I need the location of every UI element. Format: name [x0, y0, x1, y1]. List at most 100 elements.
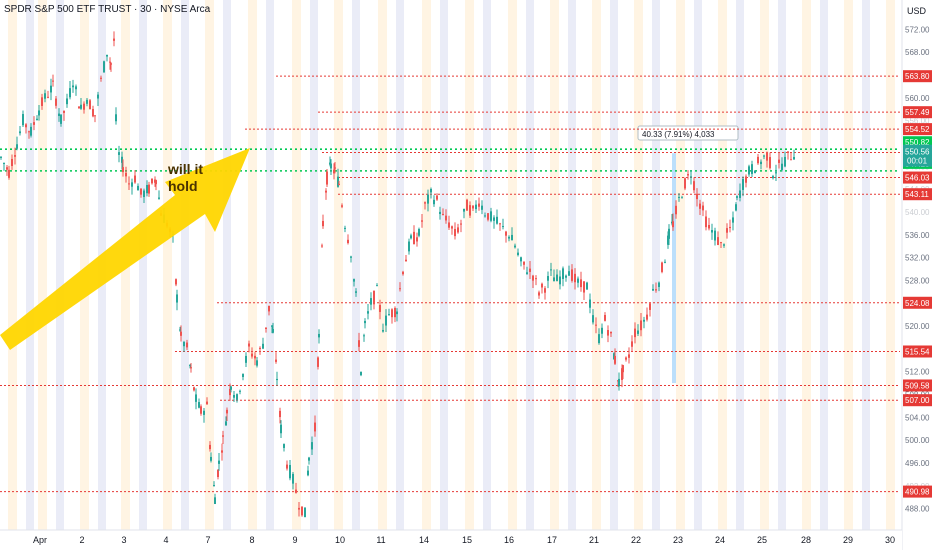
candle-body [304, 507, 306, 518]
candle-body [574, 273, 576, 283]
level-tag-bg [903, 123, 932, 136]
candle-body [526, 272, 528, 274]
green-price-tag-value: 550.82 [905, 138, 930, 147]
level-tag-bg [903, 379, 932, 392]
level-tag-bg [903, 106, 932, 119]
candle-body [214, 497, 216, 505]
session-pre-band [465, 0, 474, 530]
candle-body [72, 85, 74, 88]
session-post-band [694, 0, 702, 530]
candle-body [784, 156, 786, 167]
level-tag-bg [903, 70, 932, 83]
candle-body [217, 469, 219, 477]
session-pre-band [38, 0, 47, 530]
support-resistance-levels [0, 75, 900, 493]
measure-label: 40.33 (7.91%) 4,033 [642, 130, 715, 139]
candle-body [189, 365, 191, 367]
candle-body [115, 114, 117, 122]
candle-body [646, 314, 648, 320]
candle-body [333, 169, 335, 174]
candle-body [583, 281, 585, 293]
candle-body [75, 86, 77, 90]
candle-body [226, 409, 228, 414]
x-tick-label: 4 [163, 535, 168, 545]
x-tick-label: 7 [205, 535, 210, 545]
candle-body [433, 199, 435, 205]
candle-body [94, 115, 96, 117]
candle-body [618, 378, 620, 387]
x-tick-label: 3 [121, 535, 126, 545]
candle-body [280, 424, 282, 434]
candle-body [69, 88, 71, 98]
candle-body [146, 184, 148, 194]
candle-body [118, 152, 120, 155]
candle-body [757, 156, 759, 164]
candle-body [44, 93, 46, 99]
candle-body [3, 163, 5, 165]
candle-body [382, 329, 384, 332]
candle-body [442, 213, 444, 215]
candle-body [341, 205, 343, 207]
level-tag: 524.08 [903, 296, 932, 309]
x-tick-label: 30 [885, 535, 895, 545]
candle-body [128, 183, 130, 185]
candle-body [523, 261, 525, 265]
candle-body [751, 164, 753, 174]
candle-body [699, 203, 701, 209]
green-price-tag-bg [903, 136, 932, 148]
candle-body [547, 276, 549, 281]
session-post-band [778, 0, 786, 530]
candle-body [292, 473, 294, 484]
candle-body [399, 288, 401, 290]
level-tag-value: 507.00 [905, 396, 930, 405]
current-price-value: 550.56 [905, 148, 930, 157]
y-tick-label: 520.00 [905, 322, 930, 331]
session-post-band [483, 0, 491, 530]
candle-body [687, 174, 689, 176]
candle-body [308, 457, 310, 461]
candle-body [16, 144, 18, 149]
candle-body [259, 347, 261, 350]
candle-body [326, 171, 328, 185]
session-post-band [56, 0, 64, 530]
session-post-band [26, 0, 34, 530]
candle-body [245, 355, 247, 363]
level-tag-value: 557.49 [905, 108, 930, 117]
candle-body [760, 161, 762, 165]
candle-body [176, 294, 178, 303]
candle-body [338, 183, 340, 185]
candle-body [781, 163, 783, 170]
candle-body [97, 94, 99, 99]
candle-body [373, 290, 375, 305]
candle-body [222, 435, 224, 437]
candle-body [271, 325, 273, 327]
y-tick-label: 568.00 [905, 48, 930, 57]
candle-body [262, 343, 264, 349]
candle-body [289, 464, 291, 479]
candle-body [198, 402, 200, 408]
candle-body [358, 340, 360, 347]
x-tick-label: 21 [589, 535, 599, 545]
candle-body [140, 188, 142, 195]
candle-body [577, 278, 579, 283]
candle-body [556, 274, 558, 281]
candle-body [535, 278, 537, 280]
candle-body [158, 197, 160, 199]
candle-body [203, 410, 205, 415]
x-tick-label: 9 [292, 535, 297, 545]
x-tick-label: 28 [801, 535, 811, 545]
candle-body [778, 159, 780, 163]
candle-body [520, 257, 522, 262]
candle-body [92, 109, 94, 117]
y-tick-label: 536.00 [905, 231, 930, 240]
candle-body [667, 235, 669, 245]
level-tag-bg [903, 394, 932, 407]
candle-body [678, 196, 680, 198]
candle-body [714, 230, 716, 241]
x-tick-label: 24 [715, 535, 725, 545]
session-post-band [266, 0, 274, 530]
candle-body [696, 193, 698, 200]
candle-body [22, 114, 24, 126]
